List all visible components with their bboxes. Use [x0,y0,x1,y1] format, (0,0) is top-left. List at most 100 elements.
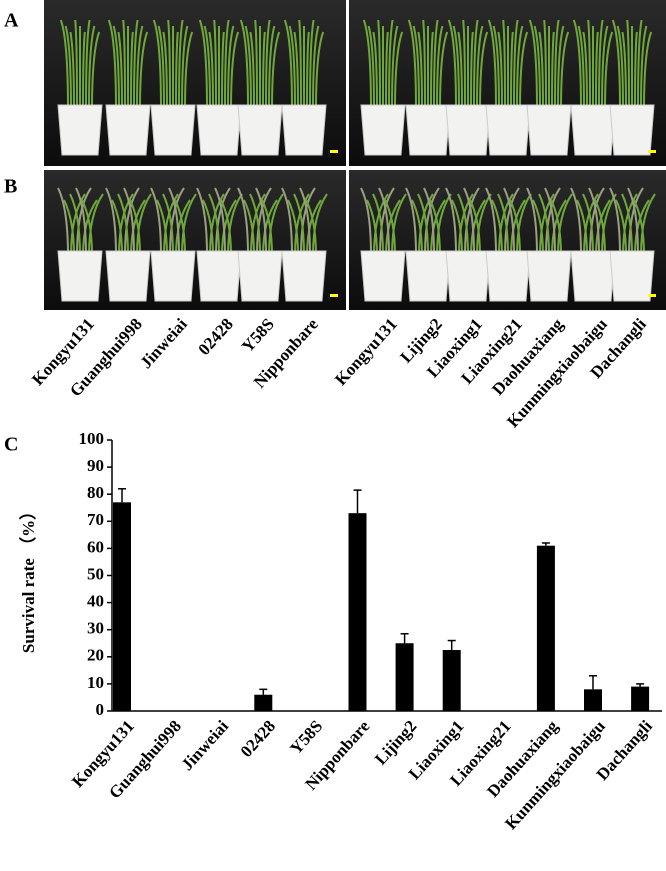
plant-leaf [497,31,503,111]
plant-leaf [570,187,582,257]
plant-leaf [117,193,129,257]
plant-leaf [436,193,452,257]
plant-leaf [157,25,165,111]
plant-leaf [208,31,214,111]
plant-leaf [88,193,104,257]
plant-leaf [430,31,434,111]
bar [254,694,273,711]
plant-leaf [287,199,299,257]
pot [360,104,406,156]
plant-leaf [643,31,653,111]
y-tick-label: 10 [87,673,104,692]
plant-leaf [412,25,420,111]
plant-leaf [249,31,255,111]
plant-leaf [162,31,168,111]
plant-leaf [621,193,633,257]
bar [584,689,602,711]
plant-leaf [293,193,305,257]
plant-leaf [626,19,630,111]
plant-leaf [221,31,225,111]
plant-leaf [633,199,645,257]
plant-leaf [130,31,134,111]
plant-leaf [439,31,449,111]
plant-leaf [582,193,594,257]
plant-leaf [362,19,372,111]
plant-leaf [485,187,497,257]
plant-leaf [385,199,401,257]
plant-leaf [283,19,293,111]
pot [526,250,572,302]
plant-leaf [554,19,560,111]
pot [485,250,531,302]
plant-leaf [130,199,146,257]
plant-leaf [492,25,500,111]
plant-leaf [111,199,123,257]
plant-leaf [582,31,588,111]
panel-label: C [4,434,18,456]
plant-leaf [221,199,237,257]
plant-leaf [457,193,469,257]
plant-leaf [589,187,605,257]
plant-leaf [70,193,86,257]
plant-leaf [254,19,258,111]
y-tick-label: 90 [87,456,104,475]
plant-leaf [215,187,231,257]
plant-leaf [69,193,81,257]
plant-leaf [576,199,588,257]
plant-leaf [504,187,520,257]
plant-leaf [208,193,220,257]
plant-leaf [510,199,526,257]
plant-leaf [268,25,276,111]
plant-leaf [458,193,474,257]
plant-leaf [463,187,475,257]
plant-leaf [118,193,134,257]
plant-leaf [198,19,208,111]
bar [536,545,555,711]
plant-leaf [112,25,120,111]
plant-leaf [423,187,435,257]
plant-leaf [265,19,271,111]
plant-leaf [377,19,381,111]
plant-leaf [405,187,417,257]
plant-leaf [367,25,375,111]
plant-leaf [57,187,69,257]
plant-leaf [373,193,389,257]
plant-leaf [306,199,322,257]
plant-leaf [411,199,423,257]
pot [609,104,655,156]
plant-leaf [503,187,515,257]
panel-label: A [4,10,19,32]
plant-leaf [315,31,325,111]
plant-leaf [469,199,481,257]
pot [570,104,616,156]
plant-leaf [429,199,441,257]
plant-leaf [615,199,627,257]
photo-label: Y58S [238,315,278,356]
plant-leaf [544,187,556,257]
plant-leaf [74,19,78,111]
plant-leaf [388,19,394,111]
plant-leaf [139,31,149,111]
pot [405,104,451,156]
plant-leaf [174,199,186,257]
plant-leaf [502,19,506,111]
plant-leaf [609,187,621,257]
plant-leaf [473,19,479,111]
plant-leaf [543,19,547,111]
plant-leaf [312,193,328,257]
plant-leaf [538,193,550,257]
plant-leaf [294,193,310,257]
bar [113,502,131,711]
plant-leaf [622,193,638,257]
plant-leaf [250,193,266,257]
plant-leaf [533,25,541,111]
plant-leaf [75,187,87,257]
plant-leaf [539,193,555,257]
plant-leaf [422,19,426,111]
plant-leaf [312,25,320,111]
plant-leaf [557,193,573,257]
plant-leaf [560,31,570,111]
plant-leaf [611,19,621,111]
bar [348,513,367,711]
plant-leaf [169,187,185,257]
